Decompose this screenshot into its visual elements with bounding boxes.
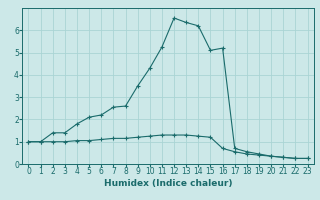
X-axis label: Humidex (Indice chaleur): Humidex (Indice chaleur) xyxy=(104,179,232,188)
